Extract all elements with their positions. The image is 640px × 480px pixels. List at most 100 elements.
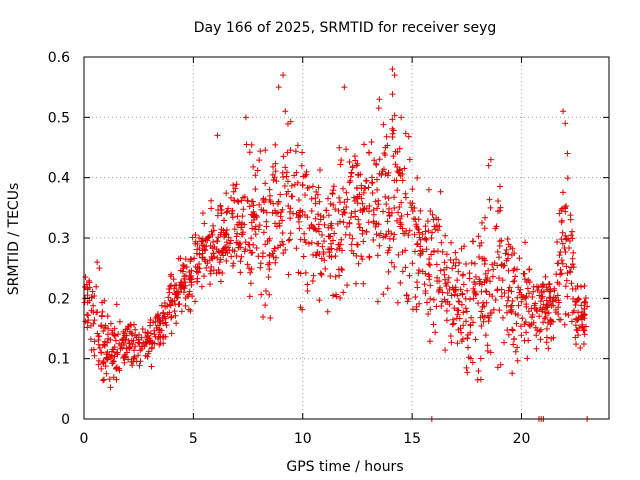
data-point xyxy=(258,206,265,213)
data-point xyxy=(439,289,446,296)
data-point xyxy=(543,325,550,332)
data-point xyxy=(514,266,521,273)
data-point xyxy=(424,299,431,306)
data-point xyxy=(223,239,230,246)
data-point xyxy=(392,148,399,155)
data-point xyxy=(533,332,540,339)
data-point xyxy=(88,294,95,301)
data-point xyxy=(464,369,471,376)
data-point xyxy=(276,222,283,229)
data-point xyxy=(126,340,133,347)
data-point xyxy=(562,249,569,256)
data-point xyxy=(494,286,501,293)
data-point xyxy=(428,234,435,241)
data-point xyxy=(83,281,90,288)
data-point xyxy=(403,227,410,234)
data-point xyxy=(240,194,247,201)
data-point xyxy=(417,252,424,259)
data-point xyxy=(422,287,429,294)
data-point xyxy=(448,292,455,299)
data-point xyxy=(425,186,432,193)
data-point xyxy=(228,253,235,260)
data-point xyxy=(87,336,94,343)
data-point xyxy=(227,194,234,201)
data-point xyxy=(536,313,543,320)
data-point xyxy=(559,229,566,236)
data-point xyxy=(487,349,494,356)
data-point xyxy=(293,169,300,176)
data-point xyxy=(505,287,512,294)
data-point xyxy=(344,282,351,289)
data-point xyxy=(492,225,499,232)
data-point xyxy=(466,270,473,277)
data-point xyxy=(219,270,226,277)
data-point xyxy=(411,231,418,238)
data-point xyxy=(121,359,128,366)
data-point xyxy=(201,220,208,227)
data-point xyxy=(341,209,348,216)
data-point xyxy=(510,278,517,285)
data-point xyxy=(509,327,516,334)
data-point xyxy=(372,198,379,205)
data-point xyxy=(204,237,211,244)
data-point xyxy=(113,365,120,372)
data-point xyxy=(354,241,361,248)
data-point xyxy=(137,358,144,365)
data-point xyxy=(361,205,368,212)
data-point xyxy=(482,276,489,283)
data-point xyxy=(459,290,466,297)
data-point xyxy=(514,357,521,364)
data-point xyxy=(468,259,475,266)
data-point xyxy=(154,311,161,318)
data-point xyxy=(99,377,106,384)
data-point xyxy=(389,91,396,98)
y-tick-label: 0.2 xyxy=(48,291,70,307)
data-point xyxy=(270,200,277,207)
data-point xyxy=(248,266,255,273)
data-point xyxy=(315,211,322,218)
data-point xyxy=(295,218,302,225)
data-point xyxy=(187,307,194,314)
data-point xyxy=(283,191,290,198)
data-point xyxy=(272,160,279,167)
data-point xyxy=(252,223,259,230)
data-point xyxy=(529,294,536,301)
data-point xyxy=(521,337,528,344)
data-point xyxy=(229,262,236,269)
data-point xyxy=(260,197,267,204)
data-point xyxy=(411,248,418,255)
data-point xyxy=(98,322,105,329)
data-point xyxy=(179,262,186,269)
data-point xyxy=(486,278,493,285)
data-point xyxy=(298,162,305,169)
data-point xyxy=(505,267,512,274)
data-point xyxy=(461,243,468,250)
data-point xyxy=(483,288,490,295)
axis-ticks xyxy=(83,56,609,420)
data-point xyxy=(182,302,189,309)
data-point xyxy=(480,318,487,325)
data-point xyxy=(308,207,315,214)
data-point xyxy=(124,325,131,332)
data-point xyxy=(316,228,323,235)
data-point xyxy=(250,198,257,205)
data-point xyxy=(339,266,346,273)
data-point xyxy=(147,317,154,324)
data-point xyxy=(351,153,358,160)
data-point xyxy=(217,231,224,238)
data-point xyxy=(458,245,465,252)
data-point xyxy=(214,212,221,219)
data-point xyxy=(328,220,335,227)
data-point xyxy=(434,248,441,255)
data-point xyxy=(581,331,588,338)
data-point xyxy=(220,247,227,254)
data-point xyxy=(425,261,432,268)
data-point xyxy=(403,292,410,299)
data-point xyxy=(209,231,216,238)
data-point xyxy=(467,355,474,362)
data-point xyxy=(317,216,324,223)
data-point xyxy=(231,248,238,255)
data-point xyxy=(265,274,272,281)
data-point xyxy=(457,286,464,293)
